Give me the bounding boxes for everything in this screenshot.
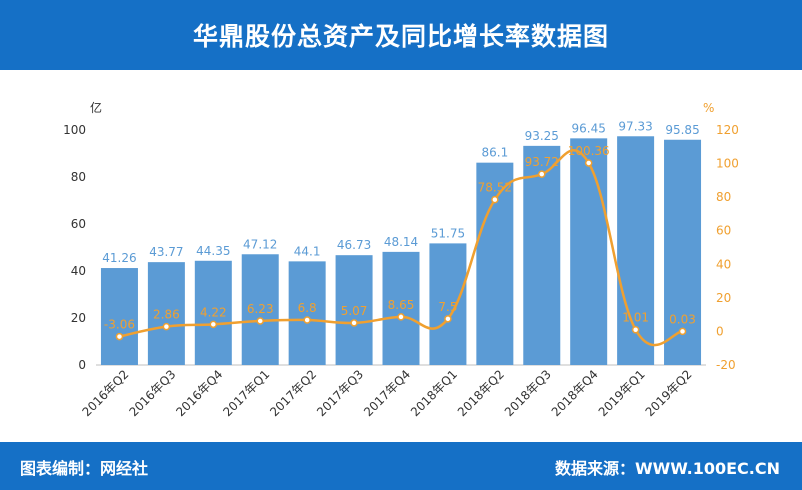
x-tick-label: 2019年Q2 [643,367,695,419]
left-tick-label: 80 [71,170,86,184]
x-tick-label: 2017年Q2 [267,367,319,419]
line-value-label: 7.5 [438,300,457,314]
bar-value-label: 97.33 [618,119,652,133]
bar-value-label: 93.25 [525,129,559,143]
left-tick-label: 100 [63,123,86,137]
line-value-label: 78.52 [478,181,512,195]
bar-value-label: 51.75 [431,226,465,240]
bar [288,261,326,365]
bar-value-label: 96.45 [572,121,606,135]
right-unit-label: % [703,101,714,115]
right-tick-label: 20 [716,291,731,305]
line-value-label: 5.07 [341,304,368,318]
x-tick-label: 2017年Q4 [361,367,413,419]
line-value-label: 6.23 [247,302,274,316]
bar [429,243,467,365]
bar [335,255,373,365]
x-tick-label: 2018年Q2 [455,367,507,419]
x-tick-label: 2018年Q1 [408,367,460,419]
line-point [397,313,405,321]
bar [382,251,420,365]
line-point [678,327,687,336]
right-tick-label: 100 [716,157,739,171]
line-point [115,332,124,341]
bar-value-label: 46.73 [337,238,371,252]
left-unit-label: 亿 [90,100,102,115]
bar-value-label: 44.1 [294,244,321,258]
line-point [209,320,218,329]
bar-value-label: 41.26 [102,251,136,265]
bar-value-label: 95.85 [665,123,699,137]
x-axis-labels: 2016年Q22016年Q32016年Q42017年Q12017年Q22017年… [80,367,695,419]
footer-bar: 图表编制：网经社 数据来源：WWW.100EC.CN [0,442,802,490]
line-point [538,170,546,178]
line-point [256,317,264,325]
title-banner: 华鼎股份总资产及同比增长率数据图 [0,0,802,70]
left-tick-label: 0 [78,358,86,372]
chart-title: 华鼎股份总资产及同比增长率数据图 [192,22,609,51]
left-tick-label: 20 [71,311,86,325]
bar-labels: 41.26 43.77 44.35 47.12 44.1 46.73 48.14 51.75 8… [102,119,699,265]
x-tick-label: 2016年Q4 [173,367,225,419]
line-value-label: 93.72 [525,155,559,169]
bar-series [100,136,702,365]
line-value-label: 6.8 [298,301,317,315]
line-point [631,325,640,334]
x-tick-label: 2016年Q3 [126,367,178,419]
right-tick-label: 60 [716,224,731,238]
x-tick-label: 2016年Q2 [80,367,132,419]
bar [570,138,608,365]
chart: 0 20 40 60 80 100 -20 0 20 40 60 80 100 120 41.26 43.… [63,100,739,419]
left-tick-label: 60 [71,217,86,231]
right-tick-label: 40 [716,257,731,271]
footer-credit: 图表编制：网经社 [20,459,149,478]
bar-value-label: 44.35 [196,244,230,258]
line-point [162,322,171,331]
growth-line [119,149,683,347]
bar-value-label: 43.77 [149,245,183,259]
bar [147,262,185,365]
footer-source: 数据来源：WWW.100EC.CN [554,459,780,478]
line-point [444,315,452,323]
bar [194,260,232,365]
left-tick-label: 40 [71,264,86,278]
line-point [350,319,358,327]
bar [664,139,702,365]
line-point [303,316,311,324]
line-value-label: 1.01 [622,311,649,325]
line-value-label: 100.36 [568,144,610,158]
line-point [491,195,499,204]
x-tick-label: 2017年Q1 [220,367,272,419]
bar [523,145,561,365]
line-point [584,159,593,167]
right-tick-label: 0 [716,324,724,338]
right-tick-label: 80 [716,190,731,204]
x-tick-label: 2017年Q3 [314,367,366,419]
bar-value-label: 47.12 [243,237,277,251]
bar-value-label: 48.14 [384,235,418,249]
right-tick-label: 120 [716,123,739,137]
line-value-label: -3.06 [104,318,135,332]
line-value-label: 0.03 [669,312,696,326]
right-axis: -20 0 20 40 60 80 100 120 [716,123,739,372]
right-tick-label: -20 [716,358,736,372]
line-value-label: 4.22 [200,305,227,319]
bar [241,254,279,365]
x-tick-label: 2018年Q3 [502,367,554,419]
x-tick-label: 2018年Q4 [549,367,601,419]
line-value-label: 2.86 [153,308,180,322]
bar [100,268,138,365]
line-labels: -3.06 2.86 4.22 6.23 6.8 5.07 8.65 7.5 78.52 93.7… [104,144,696,332]
bar-value-label: 86.1 [481,146,508,160]
x-tick-label: 2019年Q1 [596,367,648,419]
line-series [115,149,687,347]
line-value-label: 8.65 [388,298,415,312]
